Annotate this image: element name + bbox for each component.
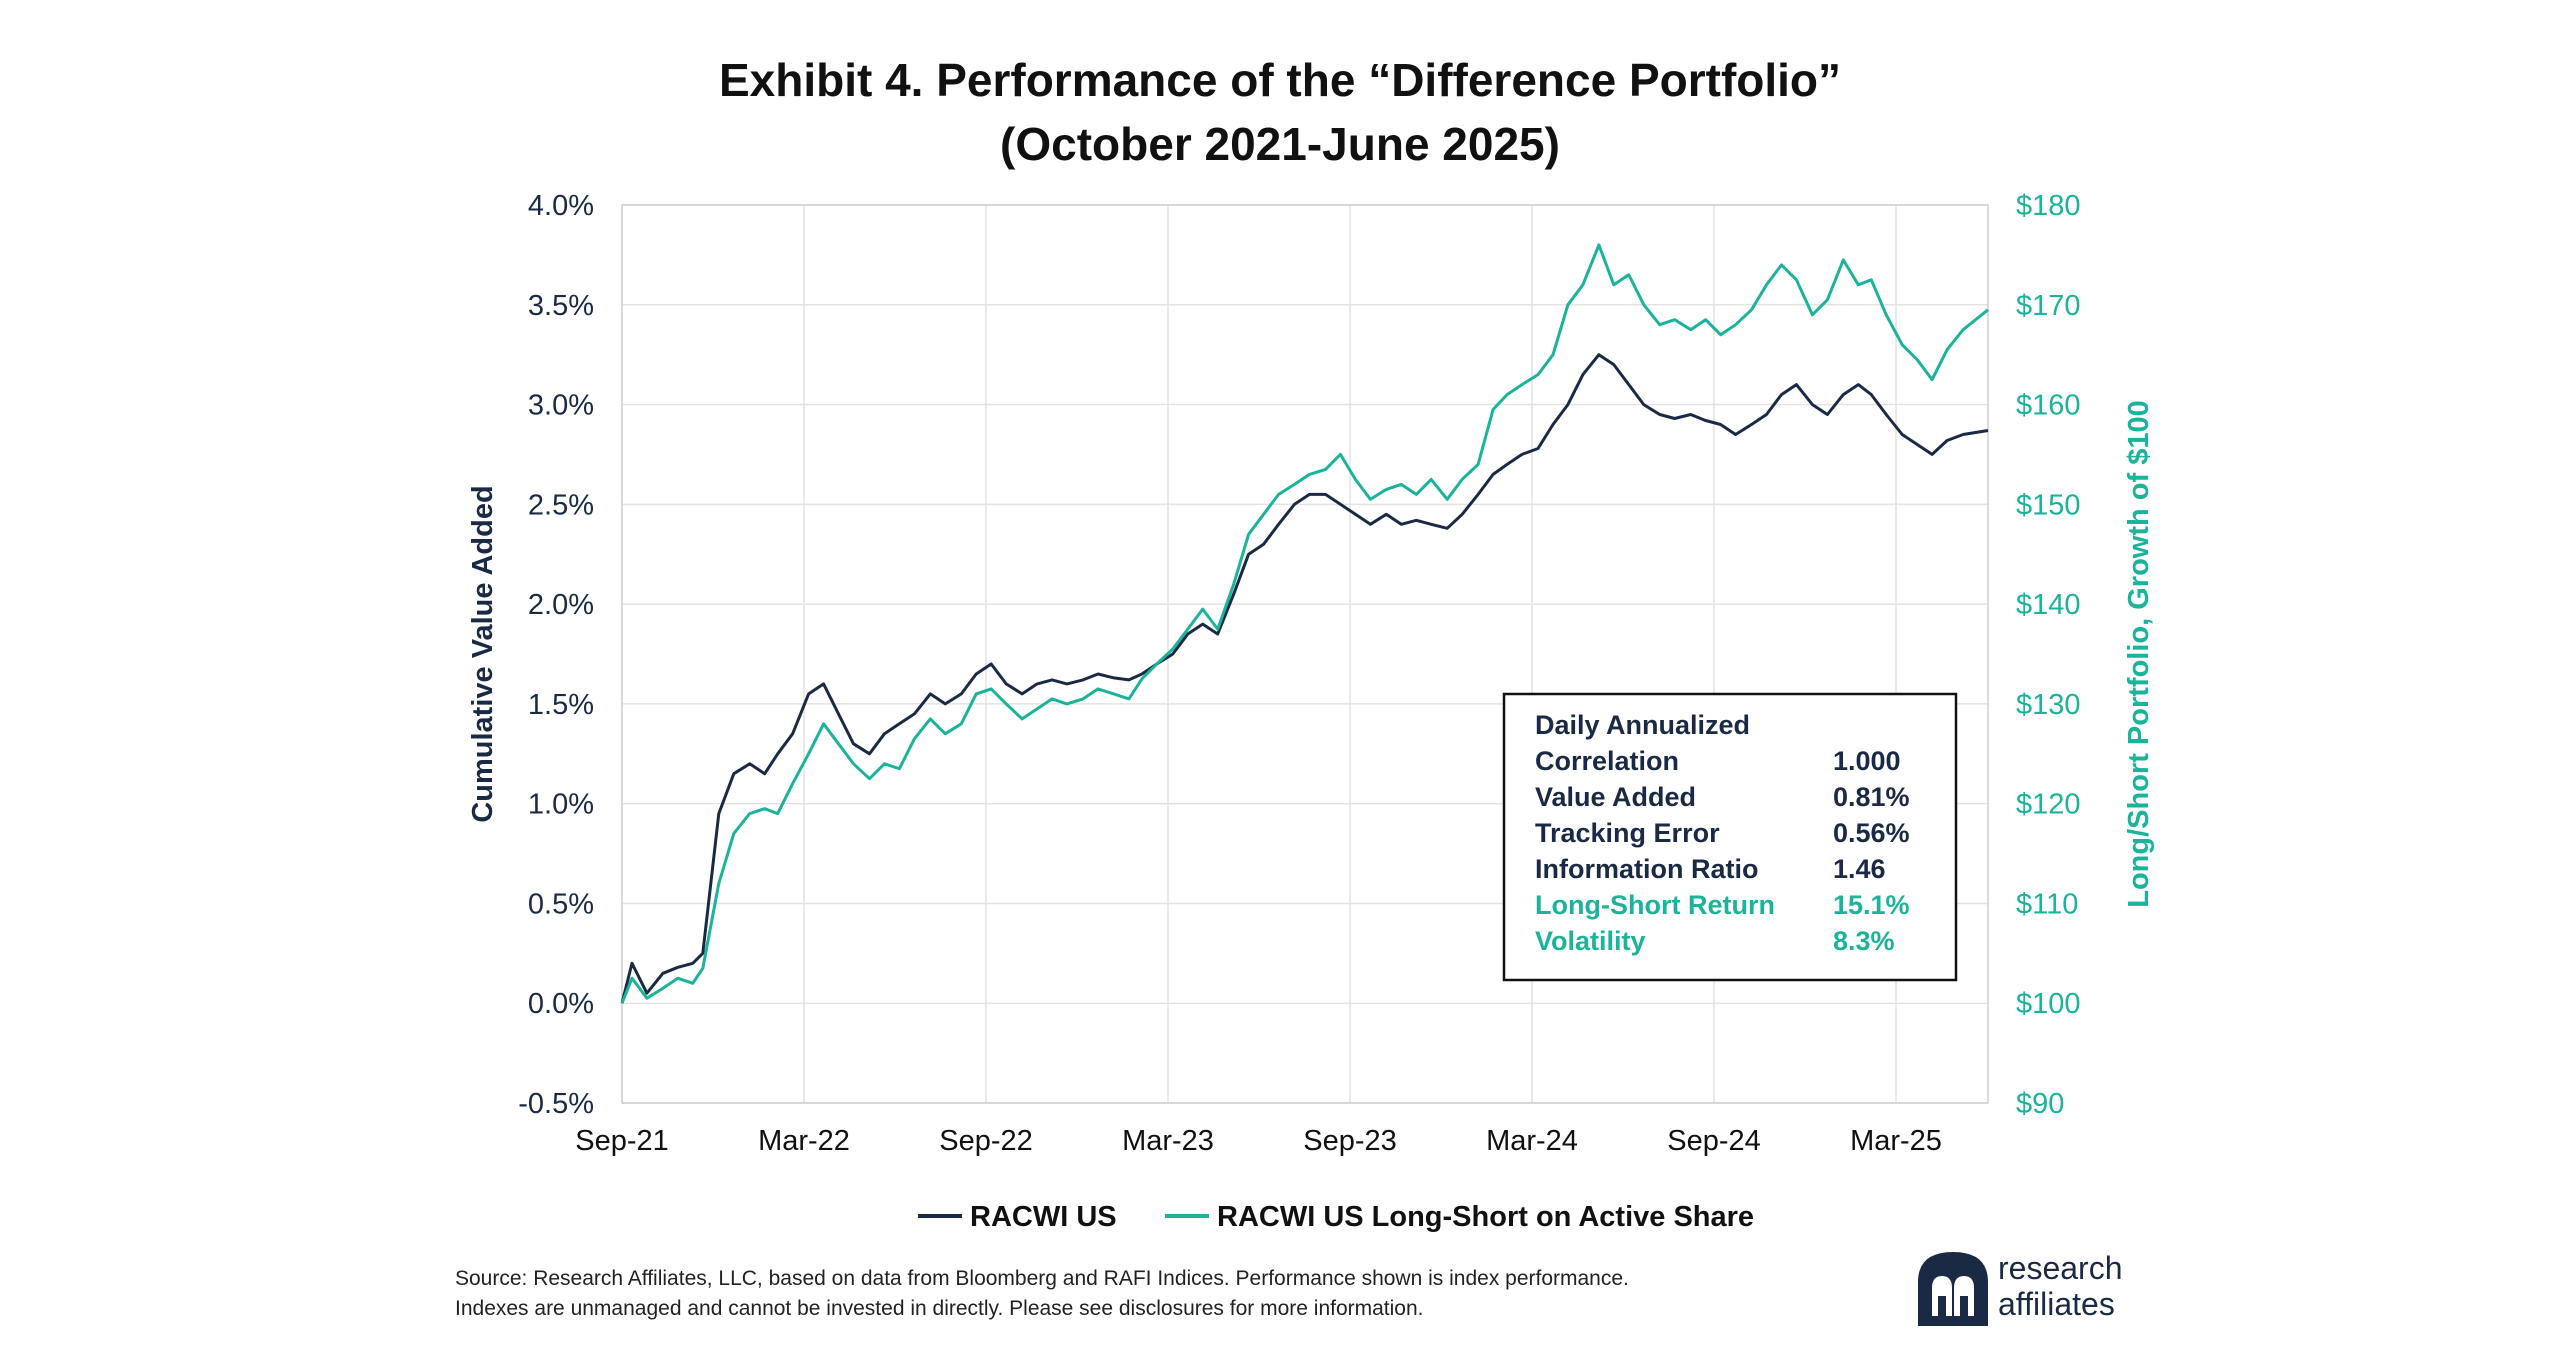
x-tick-label: Mar-25: [1850, 1125, 1942, 1157]
stats-row-value: 1.46: [1833, 854, 1886, 884]
x-tick-label: Sep-24: [1667, 1125, 1761, 1157]
logo-wordmark: research affiliates: [1998, 1250, 2123, 1322]
logo-mark-icon: [1918, 1252, 1988, 1326]
logo-text-line1: research: [1998, 1250, 2123, 1286]
y-right-axis-title: Long/Short Portfolio, Growth of $100: [2123, 400, 2155, 908]
stats-row-value: 0.56%: [1833, 818, 1910, 848]
source-note: Source: Research Affiliates, LLC, based …: [455, 1264, 1629, 1324]
y-left-tick-label: -0.5%: [518, 1088, 594, 1120]
legend-label-racwi-us: RACWI US: [970, 1201, 1117, 1233]
y-left-tick-label: 1.0%: [528, 789, 594, 821]
legend-label-long-short: RACWI US Long-Short on Active Share: [1217, 1201, 1754, 1233]
logo-text-line2: affiliates: [1998, 1286, 2115, 1322]
x-tick-label: Mar-23: [1122, 1125, 1214, 1157]
stats-heading: Daily Annualized: [1535, 710, 1750, 740]
stats-row-value: 15.1%: [1833, 890, 1910, 920]
y-left-tick-label: 2.0%: [528, 589, 594, 621]
y-left-tick-label: 3.0%: [528, 390, 594, 422]
series-line-racwi-us: [620, 353, 1989, 1004]
stats-row-label: Value Added: [1535, 782, 1696, 812]
x-tick-label: Sep-22: [939, 1125, 1033, 1157]
stats-row-value: 0.81%: [1833, 782, 1910, 812]
stats-box: [1502, 692, 1958, 982]
chart-title-line2: (October 2021-June 2025): [1000, 118, 1560, 170]
stats-row-label: Volatility: [1535, 926, 1646, 956]
x-tick-label: Mar-22: [758, 1125, 850, 1157]
stats-row-label: Correlation: [1535, 746, 1679, 776]
plot-frame: [621, 204, 1989, 1104]
research-affiliates-logo: research affiliates: [1918, 1248, 2128, 1330]
stats-row-label: Long-Short Return: [1535, 890, 1775, 920]
y-left-tick-label: 2.5%: [528, 489, 594, 521]
stats-row-label: Information Ratio: [1535, 854, 1759, 884]
y-right-tick-label: $120: [2016, 789, 2081, 821]
stats-row-label: Tracking Error: [1535, 818, 1720, 848]
y-left-tick-label: 4.0%: [528, 190, 594, 222]
x-tick-label: Sep-21: [575, 1125, 669, 1157]
y-right-tick-label: $100: [2016, 988, 2081, 1020]
y-left-tick-label: 0.0%: [528, 988, 594, 1020]
y-left-tick-label: 1.5%: [528, 689, 594, 721]
stats-row-value: 8.3%: [1833, 926, 1895, 956]
y-right-tick-label: $160: [2016, 390, 2081, 422]
y-left-tick-label: 3.5%: [528, 290, 594, 322]
y-right-tick-label: $90: [2016, 1088, 2064, 1120]
y-right-tick-label: $170: [2016, 290, 2081, 322]
y-right-tick-label: $150: [2016, 489, 2081, 521]
stats-row-value: 1.000: [1833, 746, 1901, 776]
chart-title-line1: Exhibit 4. Performance of the “Differenc…: [718, 54, 1842, 106]
y-right-tick-label: $140: [2016, 589, 2081, 621]
x-tick-label: Sep-23: [1303, 1125, 1397, 1157]
y-right-tick-label: $130: [2016, 689, 2081, 721]
chart-title: Exhibit 4. Performance of the “Differenc…: [0, 48, 2560, 176]
y-right-tick-label: $110: [2016, 888, 2078, 920]
y-right-tick-label: $180: [2016, 190, 2081, 222]
source-line1: Source: Research Affiliates, LLC, based …: [455, 1267, 1629, 1290]
y-left-tick-label: 0.5%: [528, 888, 594, 920]
y-left-axis-title: Cumulative Value Added: [467, 485, 499, 822]
x-tick-label: Mar-24: [1486, 1125, 1578, 1157]
source-line2: Indexes are unmanaged and cannot be inve…: [455, 1297, 1424, 1320]
series-line-long-short: [620, 243, 1989, 1004]
